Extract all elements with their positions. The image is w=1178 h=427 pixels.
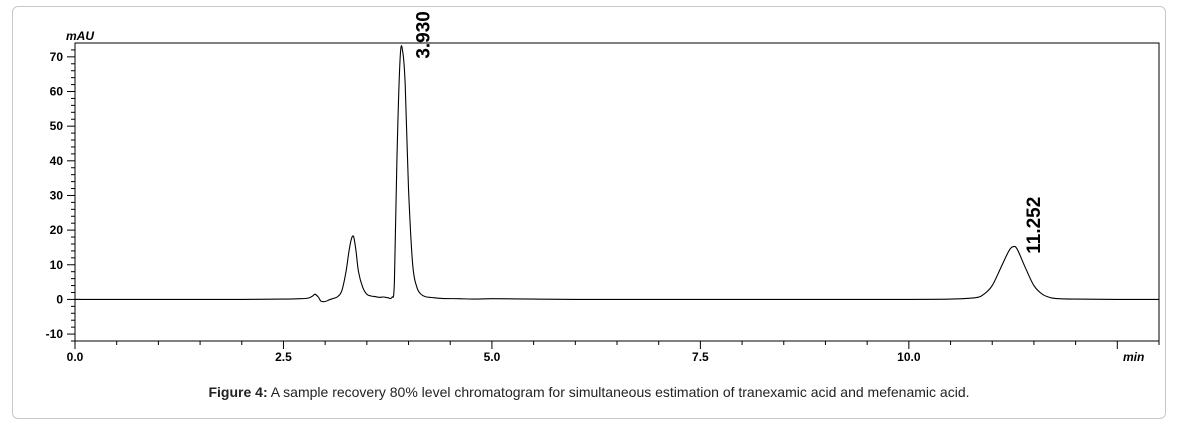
y-tick-label: 0 (56, 292, 63, 306)
y-tick-label: 60 (50, 85, 64, 99)
peak-label: 3.930 (414, 11, 435, 59)
peak-label: 11.252 (1024, 197, 1045, 254)
peak-annotations: 3.930 11.252 (414, 11, 1046, 254)
x-tick-label: 0.0 (67, 350, 84, 364)
y-tick-label: 50 (50, 119, 64, 133)
figure-caption: Figure 4: A sample recovery 80% level ch… (0, 384, 1178, 400)
y-tick-label: 20 (50, 223, 64, 237)
y-tick-label: 30 (50, 188, 64, 202)
x-tick-label: 10.0 (897, 350, 921, 364)
caption-label: Figure 4: (208, 384, 268, 400)
y-axis-unit-label: mAU (66, 29, 94, 43)
y-axis: -10 0 10 20 30 40 50 60 70 (46, 49, 81, 342)
plot-area (74, 42, 1160, 342)
caption-text: A sample recovery 80% level chromatogram… (267, 384, 970, 400)
y-tick-label: 40 (50, 154, 64, 168)
x-axis-unit-label: min (1123, 350, 1144, 364)
x-tick-label: 5.0 (484, 350, 501, 364)
y-tick-label: 10 (50, 258, 64, 272)
chromatogram-trace (74, 45, 1160, 303)
x-axis: 0.0 2.5 5.0 7.5 10.0 (67, 341, 1160, 364)
y-tick-label: -10 (46, 327, 64, 341)
y-tick-label: 70 (50, 50, 64, 64)
x-tick-label: 7.5 (692, 350, 709, 364)
x-tick-label: 2.5 (275, 350, 292, 364)
